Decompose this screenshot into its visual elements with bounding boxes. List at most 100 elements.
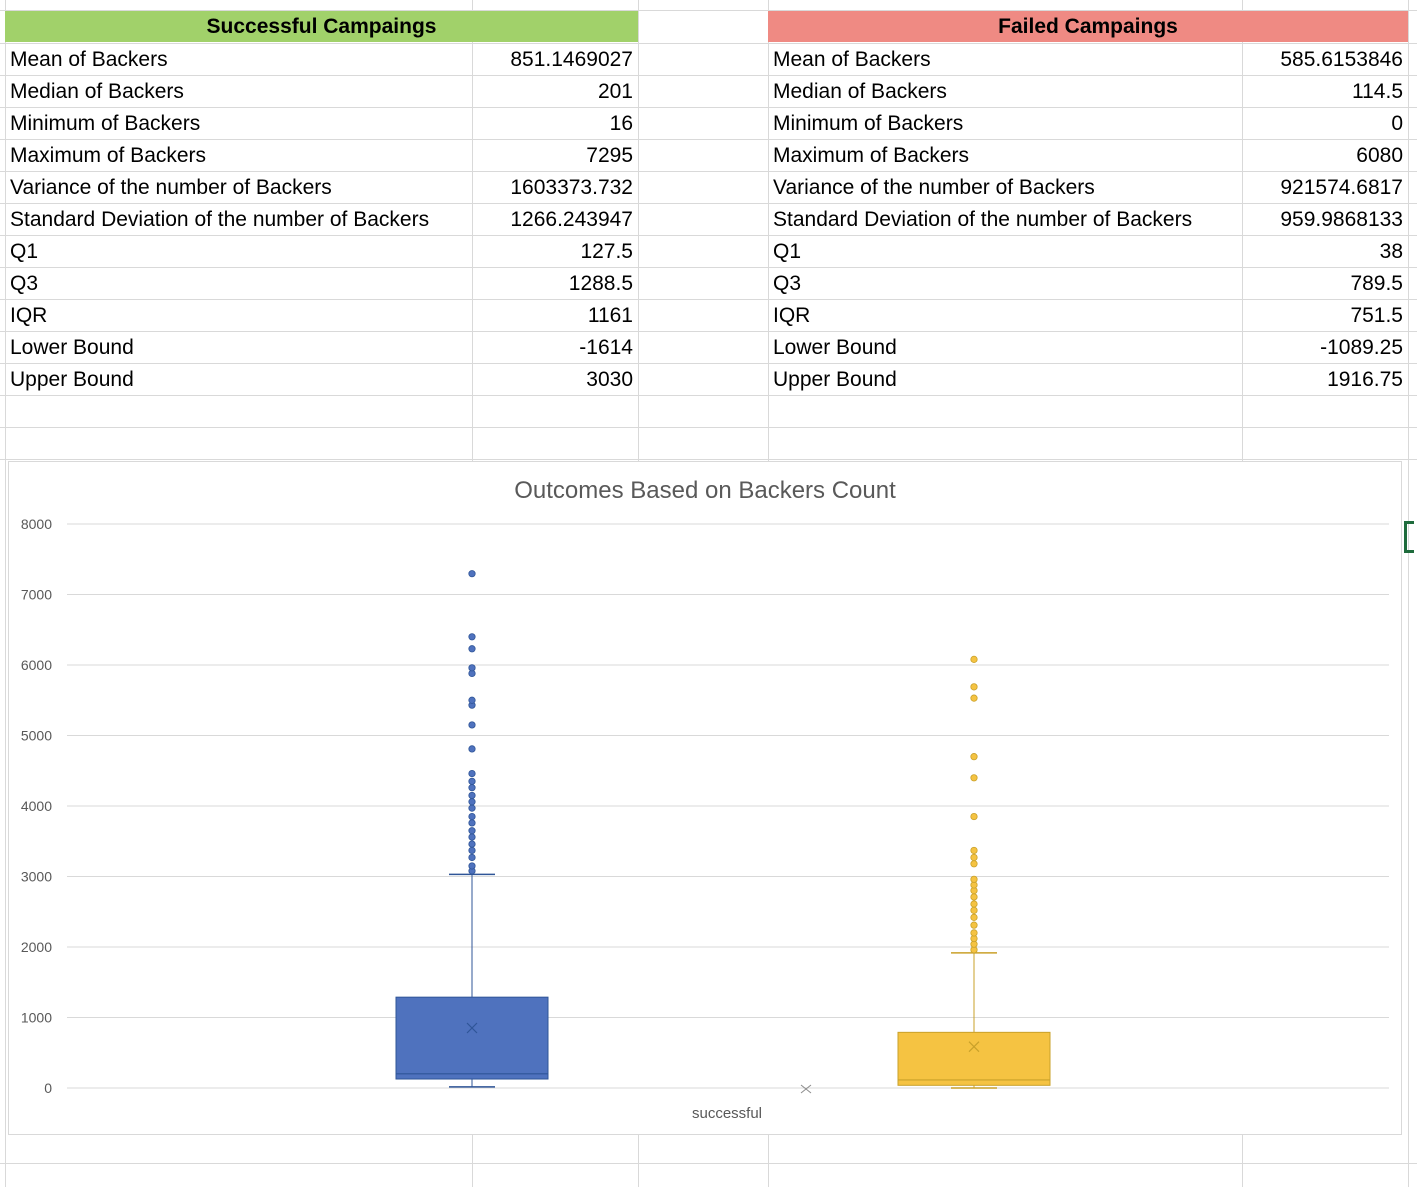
y-tick-label: 6000 xyxy=(21,657,52,673)
stat-row: Standard Deviation of the number of Back… xyxy=(5,204,638,235)
stat-label: Median of Backers xyxy=(773,79,947,103)
outlier-point xyxy=(970,929,978,937)
stat-label: IQR xyxy=(10,303,48,327)
failed-campaigns-title: Failed Campaings xyxy=(998,14,1178,38)
stat-label: Minimum of Backers xyxy=(773,111,964,135)
grid-row-line xyxy=(0,171,1417,172)
stat-value: 3030 xyxy=(586,367,633,391)
stat-value: 1603373.732 xyxy=(510,175,633,199)
stat-row: Upper Bound 3030 xyxy=(5,364,638,395)
outlier-point xyxy=(970,846,978,855)
y-tick-label: 1000 xyxy=(21,1010,52,1026)
outlier-point xyxy=(970,683,978,691)
stat-row: IQR 751.5 xyxy=(768,300,1408,331)
grid-row-line xyxy=(0,203,1417,204)
stat-value: 127.5 xyxy=(580,239,633,263)
grid-row-line xyxy=(0,107,1417,108)
outlier-point xyxy=(468,769,476,778)
stat-label: Upper Bound xyxy=(10,367,134,391)
y-tick-label: 8000 xyxy=(21,516,52,532)
stat-label: Maximum of Backers xyxy=(773,143,970,167)
stat-value: 1266.243947 xyxy=(510,207,633,231)
stat-row: Minimum of Backers 0 xyxy=(768,108,1408,139)
stat-value: 1916.75 xyxy=(1327,367,1403,391)
outlier-point xyxy=(970,893,978,901)
mean-marker xyxy=(968,1041,980,1053)
outlier-point xyxy=(970,906,978,914)
outlier-point xyxy=(468,633,476,641)
stat-label: Standard Deviation of the number of Back… xyxy=(773,207,1193,231)
box xyxy=(897,1031,1051,1086)
outlier-point xyxy=(468,645,476,653)
stat-row: Maximum of Backers 7295 xyxy=(5,140,638,171)
stat-label: Variance of the number of Backers xyxy=(10,175,332,199)
outlier-point xyxy=(468,827,476,835)
outlier-point xyxy=(468,846,476,855)
outlier-point xyxy=(970,853,978,862)
box xyxy=(395,996,549,1080)
grid-row-line xyxy=(0,139,1417,140)
outlier-point xyxy=(970,900,978,908)
stat-label: Lower Bound xyxy=(773,335,897,359)
outlier-point xyxy=(970,875,978,883)
stat-row: Q1 127.5 xyxy=(5,236,638,267)
stat-label: Maximum of Backers xyxy=(10,143,207,167)
box-plot-chart[interactable]: Outcomes Based on Backers Count 0 1000 2000… xyxy=(8,461,1402,1135)
stat-row: Mean of Backers 585.6153846 xyxy=(768,44,1408,75)
outlier-point xyxy=(468,819,476,827)
stat-row: Median of Backers 114.5 xyxy=(768,76,1408,107)
stat-label: Mean of Backers xyxy=(10,47,168,71)
outlier-point xyxy=(970,860,978,868)
stat-row: IQR 1161 xyxy=(5,300,638,331)
y-tick-label: 4000 xyxy=(21,798,52,814)
y-tick-label: 7000 xyxy=(21,587,52,603)
stat-row: Variance of the number of Backers 921574.… xyxy=(768,172,1408,203)
stat-value: -1614 xyxy=(579,335,633,359)
outlier-point xyxy=(468,853,476,862)
y-tick-label: 0 xyxy=(44,1080,52,1096)
outlier-point xyxy=(468,798,476,806)
stat-label: Q1 xyxy=(773,239,802,263)
stat-row: Q1 38 xyxy=(768,236,1408,267)
outlier-point xyxy=(468,664,476,672)
stat-row: Variance of the number of Backers 1603373… xyxy=(5,172,638,203)
outlier-point xyxy=(970,655,978,663)
stat-label: Upper Bound xyxy=(773,367,897,391)
stat-value: 201 xyxy=(597,79,633,103)
x-axis-label: successful xyxy=(692,1105,762,1122)
outlier-point xyxy=(468,570,476,578)
stat-value: 16 xyxy=(609,111,633,135)
grid-row-line xyxy=(0,427,1417,428)
grid-row-line xyxy=(0,459,1417,460)
stat-label: IQR xyxy=(773,303,811,327)
outlier-point xyxy=(468,804,476,812)
stat-label: Standard Deviation of the number of Back… xyxy=(10,207,430,231)
grid-column-line xyxy=(5,0,6,1187)
outlier-point xyxy=(970,921,978,929)
grid-row-line xyxy=(0,10,1417,11)
grid-row-line xyxy=(0,331,1417,332)
mean-marker xyxy=(466,1022,478,1034)
stat-value: 1288.5 xyxy=(568,271,633,295)
stat-row: Standard Deviation of the number of Back… xyxy=(768,204,1408,235)
stat-row: Maximum of Backers 6080 xyxy=(768,140,1408,171)
outlier-point xyxy=(970,694,978,702)
outlier-point xyxy=(468,696,476,704)
stat-value: 7295 xyxy=(586,143,633,167)
stat-value: 0 xyxy=(1391,111,1403,135)
successful-campaigns-header: Successful Campaings xyxy=(5,11,638,42)
stat-row: Q3 789.5 xyxy=(768,268,1408,299)
stat-value: 38 xyxy=(1379,239,1403,263)
stat-value: 751.5 xyxy=(1350,303,1403,327)
grid-row-line xyxy=(0,235,1417,236)
stray-marker xyxy=(800,1084,812,1094)
outlier-point xyxy=(970,753,978,761)
grid-row-line xyxy=(0,395,1417,396)
grid-row-line xyxy=(0,1163,1417,1164)
cell-selection-indicator xyxy=(1404,521,1414,553)
grid-row-line xyxy=(0,43,1417,44)
stat-row: Mean of Backers 851.1469027 xyxy=(5,44,638,75)
grid-column-line xyxy=(1408,0,1409,1187)
outlier-point xyxy=(468,833,476,841)
stat-label: Q3 xyxy=(10,271,39,295)
